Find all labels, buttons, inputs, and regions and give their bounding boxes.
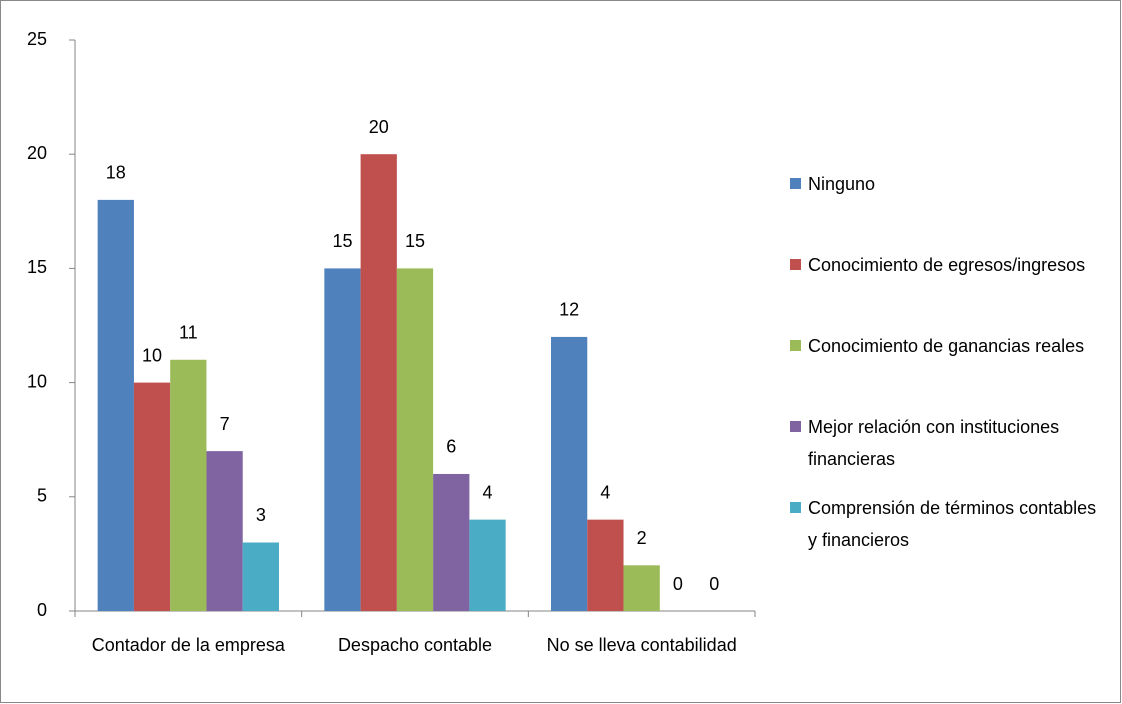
legend-item: Mejor relación con instituciones financi… [790,411,1110,492]
bar [242,542,279,611]
legend-item: Conocimiento de egresos/ingresos [790,249,1110,330]
legend-item: Conocimiento de ganancias reales [790,330,1110,411]
legend-label: Mejor relación con instituciones financi… [808,417,1060,469]
bar [396,268,434,611]
data-label: 15 [332,231,352,251]
y-tick-label: 15 [27,257,47,277]
data-label: 18 [106,163,126,183]
x-tick-label: No se lleva contabilidad [546,635,737,655]
legend-label: Ninguno [808,174,876,194]
data-label: 4 [600,482,610,502]
data-label: 15 [405,231,425,251]
data-label: 3 [256,505,266,525]
bar [623,565,660,611]
data-label: 2 [637,528,647,548]
y-tick-label: 10 [27,371,47,391]
bar [97,199,134,611]
legend-item: Ninguno [790,168,1110,249]
data-label: 12 [559,300,579,320]
data-label: 6 [446,437,456,457]
bar [324,268,361,611]
data-label: 4 [483,482,493,502]
legend-swatch [790,178,801,189]
bar [551,336,588,611]
legend-swatch [790,421,801,432]
y-tick-label: 25 [27,29,47,49]
legend-swatch [790,340,801,351]
x-tick-label: Despacho contable [337,635,493,655]
legend-swatch [790,259,801,270]
bar [170,359,207,611]
bar [469,519,506,611]
bar [133,382,171,611]
data-label: 0 [709,574,719,594]
data-label: 0 [673,574,683,594]
bar [360,154,397,611]
bar [206,451,243,611]
legend: Ninguno Conocimiento de egresos/ingresos C… [790,168,1110,573]
bar [433,473,470,611]
legend-label: Conocimiento de ganancias reales [808,336,1085,356]
data-label: 7 [220,414,230,434]
bar [587,519,624,611]
legend-item: Comprensión de términos contables y fina… [790,492,1110,573]
x-tick-label: Contador de la empresa [91,635,285,655]
legend-label: Comprensión de términos contables y fina… [808,498,1097,550]
y-tick-label: 20 [27,143,47,163]
data-label: 11 [179,323,198,343]
data-label: 10 [142,345,162,365]
legend-label: Conocimiento de egresos/ingresos [808,255,1086,275]
legend-swatch [790,502,801,513]
y-tick-label: 0 [37,600,47,620]
data-label: 20 [369,117,389,137]
y-tick-label: 5 [37,486,47,506]
